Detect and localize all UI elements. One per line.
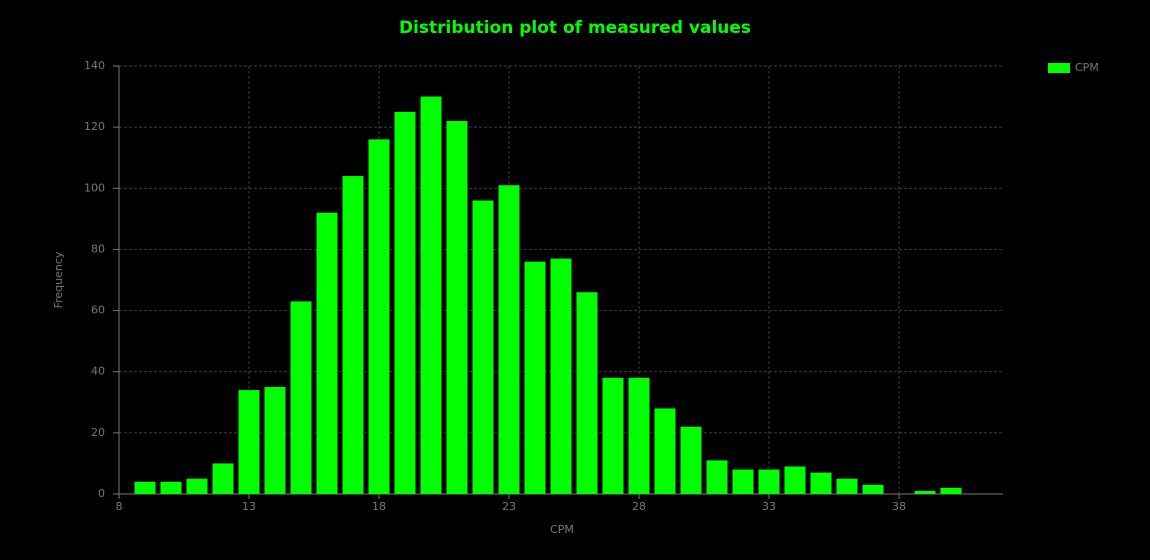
- y-tick-label: 80: [91, 242, 105, 255]
- bar: [706, 460, 728, 494]
- legend-label: CPM: [1075, 61, 1099, 74]
- y-tick-label: 40: [91, 365, 105, 378]
- bar: [420, 96, 442, 495]
- x-tick-label: 38: [892, 500, 906, 513]
- bar: [394, 111, 416, 494]
- x-tick-label: 13: [242, 500, 256, 513]
- x-tick-label: 8: [116, 500, 123, 513]
- bar: [758, 469, 780, 494]
- y-tick-label: 100: [84, 181, 105, 194]
- y-axis-label: Frequency: [52, 251, 65, 308]
- x-tick-label: 28: [632, 500, 646, 513]
- bar: [732, 469, 754, 494]
- bar: [212, 463, 234, 494]
- x-tick-label: 18: [372, 500, 386, 513]
- bar: [576, 292, 598, 494]
- bar: [628, 377, 650, 494]
- bar: [602, 377, 624, 494]
- bar: [810, 472, 832, 494]
- bar: [446, 121, 468, 495]
- bar: [550, 258, 572, 494]
- bar: [914, 490, 936, 494]
- bar: [784, 466, 806, 494]
- bar: [862, 484, 884, 494]
- x-tick-label: 33: [762, 500, 776, 513]
- bar: [290, 301, 312, 494]
- bar: [342, 176, 364, 495]
- bar: [368, 139, 390, 494]
- bar: [680, 426, 702, 494]
- bar: [134, 481, 156, 494]
- chart-title: Distribution plot of measured values: [399, 18, 751, 38]
- bar: [160, 481, 182, 494]
- legend-swatch: [1048, 63, 1070, 73]
- bar: [498, 185, 520, 494]
- bar: [524, 261, 546, 494]
- x-axis-label: CPM: [550, 523, 574, 536]
- y-tick-label: 60: [91, 304, 105, 317]
- y-tick-label: 120: [84, 120, 105, 133]
- bar: [940, 487, 962, 494]
- bar: [264, 387, 286, 494]
- bar: [836, 478, 858, 494]
- y-tick-label: 20: [91, 426, 105, 439]
- y-tick-label: 0: [98, 487, 105, 500]
- bar: [472, 200, 494, 494]
- bar: [238, 390, 260, 494]
- x-tick-label: 23: [502, 500, 516, 513]
- bar: [316, 212, 338, 494]
- y-tick-label: 140: [84, 59, 105, 72]
- bar: [654, 408, 676, 494]
- bar: [186, 478, 208, 494]
